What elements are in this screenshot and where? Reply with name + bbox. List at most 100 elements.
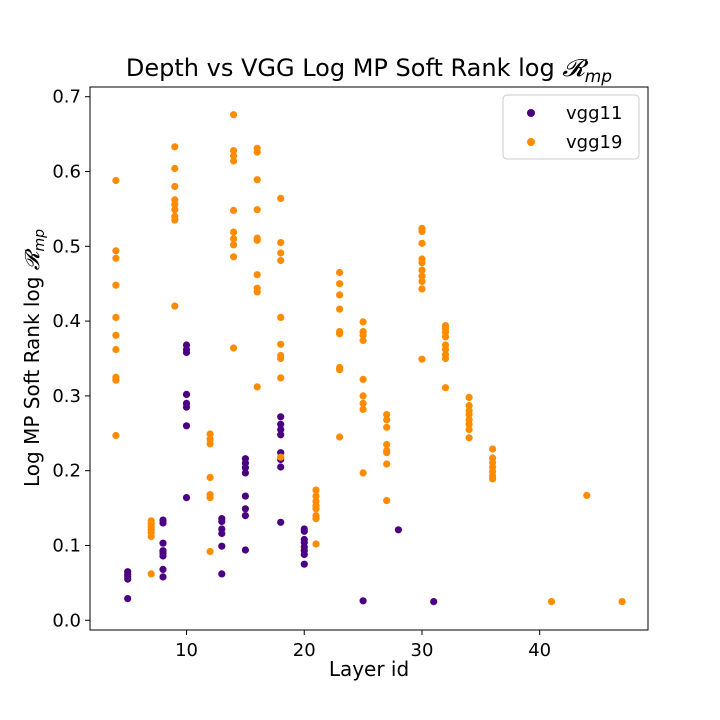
point-vgg11-53 bbox=[430, 598, 438, 606]
point-vgg19-121 bbox=[465, 407, 473, 415]
y-tick-label-3: 0.3 bbox=[52, 386, 81, 407]
point-vgg11-26 bbox=[218, 515, 226, 523]
point-vgg11-10 bbox=[159, 539, 167, 547]
point-vgg19-122 bbox=[465, 402, 473, 410]
point-vgg19-53 bbox=[277, 453, 285, 461]
point-vgg19-123 bbox=[465, 393, 473, 401]
point-vgg19-116 bbox=[465, 434, 473, 442]
point-vgg19-7 bbox=[112, 254, 120, 262]
point-vgg19-8 bbox=[112, 247, 120, 255]
y-tick-label-7: 0.7 bbox=[52, 87, 81, 108]
point-vgg11-35 bbox=[277, 518, 285, 526]
point-vgg19-43 bbox=[253, 383, 261, 391]
point-vgg11-36 bbox=[277, 463, 285, 471]
point-vgg19-3 bbox=[112, 345, 120, 354]
point-vgg11-16 bbox=[182, 399, 191, 407]
point-vgg19-75 bbox=[336, 328, 344, 336]
point-vgg19-111 bbox=[441, 341, 450, 349]
point-vgg19-94 bbox=[383, 423, 391, 431]
point-vgg19-103 bbox=[418, 255, 426, 263]
point-vgg19-106 bbox=[418, 224, 426, 232]
legend-label-vgg19: vgg19 bbox=[566, 132, 622, 153]
point-vgg19-52 bbox=[253, 144, 261, 152]
point-vgg19-109 bbox=[441, 351, 450, 359]
point-vgg19-22 bbox=[171, 196, 179, 204]
axes-frame bbox=[89, 86, 649, 631]
point-vgg19-36 bbox=[230, 235, 238, 243]
point-vgg19-77 bbox=[336, 291, 344, 299]
series-vgg19 bbox=[112, 111, 626, 606]
point-vgg19-73 bbox=[336, 363, 344, 372]
point-vgg19-41 bbox=[230, 147, 238, 155]
point-vgg19-115 bbox=[441, 322, 450, 330]
point-vgg19-70 bbox=[312, 486, 320, 494]
series-vgg11 bbox=[124, 341, 438, 606]
point-vgg19-42 bbox=[230, 111, 238, 119]
x-axis-label: Layer id bbox=[329, 657, 409, 681]
point-vgg19-89 bbox=[383, 497, 391, 505]
x-axis: 10 20 30 40 bbox=[175, 630, 551, 661]
point-vgg19-87 bbox=[359, 328, 367, 336]
point-vgg11-9 bbox=[159, 547, 167, 555]
y-tick-label-6: 0.6 bbox=[52, 162, 81, 183]
point-vgg19-99 bbox=[418, 277, 426, 286]
point-vgg19-93 bbox=[383, 440, 391, 449]
point-vgg19-97 bbox=[418, 355, 426, 363]
point-vgg19-61 bbox=[277, 239, 285, 247]
point-vgg11-0 bbox=[124, 595, 132, 603]
point-vgg19-65 bbox=[312, 511, 320, 520]
point-vgg11-29 bbox=[241, 505, 249, 513]
point-vgg19-57 bbox=[277, 340, 285, 348]
point-vgg19-132 bbox=[583, 491, 591, 499]
y-tick-label-5: 0.5 bbox=[52, 236, 81, 257]
point-vgg11-52 bbox=[394, 526, 402, 534]
point-vgg19-69 bbox=[312, 492, 320, 500]
point-vgg11-34 bbox=[241, 455, 249, 463]
point-vgg19-31 bbox=[206, 435, 214, 443]
point-vgg19-28 bbox=[206, 491, 214, 499]
point-vgg11-40 bbox=[277, 426, 285, 434]
point-vgg11-39 bbox=[277, 431, 285, 439]
point-vgg19-25 bbox=[171, 143, 179, 151]
point-vgg19-35 bbox=[230, 241, 238, 249]
point-vgg19-79 bbox=[336, 268, 344, 277]
point-vgg19-29 bbox=[206, 473, 214, 481]
point-vgg19-82 bbox=[359, 399, 367, 407]
point-vgg19-6 bbox=[112, 281, 120, 289]
point-vgg19-24 bbox=[171, 164, 179, 173]
point-vgg11-50 bbox=[300, 525, 308, 533]
point-vgg11-24 bbox=[218, 525, 226, 533]
point-vgg19-62 bbox=[277, 194, 285, 202]
point-vgg19-129 bbox=[489, 454, 497, 462]
point-vgg19-83 bbox=[359, 392, 367, 400]
point-vgg19-104 bbox=[418, 239, 426, 247]
y-tick-label-0: 0.0 bbox=[52, 610, 81, 631]
point-vgg11-51 bbox=[359, 597, 367, 605]
point-vgg19-98 bbox=[418, 285, 426, 293]
legend-marker-vgg11 bbox=[527, 109, 535, 117]
point-vgg11-27 bbox=[241, 546, 249, 554]
point-vgg19-58 bbox=[277, 313, 285, 321]
y-tick-label-2: 0.2 bbox=[52, 461, 81, 482]
point-vgg19-100 bbox=[418, 272, 426, 280]
y-tick-label-4: 0.4 bbox=[52, 311, 81, 332]
point-vgg19-37 bbox=[230, 228, 238, 236]
point-vgg19-10 bbox=[147, 570, 155, 578]
point-vgg19-84 bbox=[359, 375, 367, 383]
point-vgg19-50 bbox=[253, 176, 261, 184]
point-vgg19-68 bbox=[312, 497, 320, 505]
chart-title: Depth vs VGG Log MP Soft Rank log 𝓡mp bbox=[126, 54, 612, 87]
point-vgg11-5 bbox=[159, 573, 167, 581]
point-vgg19-17 bbox=[171, 302, 179, 310]
point-vgg19-81 bbox=[359, 405, 367, 413]
point-vgg11-42 bbox=[277, 413, 285, 421]
point-vgg19-131 bbox=[547, 598, 556, 606]
point-vgg19-60 bbox=[277, 249, 285, 257]
point-vgg19-2 bbox=[112, 373, 120, 381]
point-vgg19-85 bbox=[359, 336, 367, 345]
x-tick-label-10: 10 bbox=[175, 640, 198, 661]
legend-marker-vgg19 bbox=[527, 138, 535, 146]
point-vgg11-13 bbox=[182, 494, 191, 502]
point-vgg11-31 bbox=[241, 469, 249, 477]
